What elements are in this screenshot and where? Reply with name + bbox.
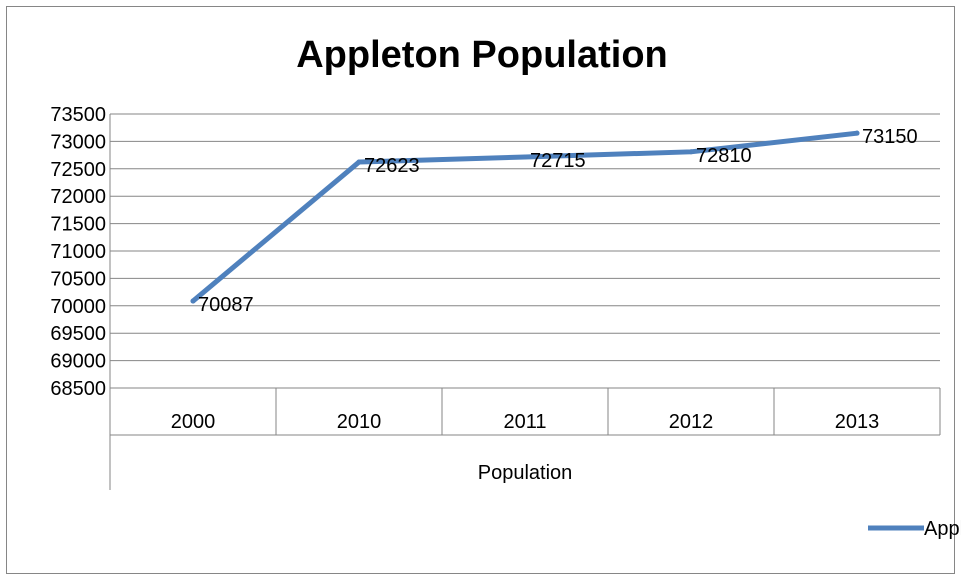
- data-label: 70087: [198, 294, 254, 316]
- data-label: 73150: [862, 126, 918, 148]
- y-tick-label: 70000: [50, 296, 106, 318]
- y-tick-label: 72500: [50, 159, 106, 181]
- data-point: [356, 159, 362, 165]
- y-tick-label: 71500: [50, 214, 106, 236]
- x-category-label: 2000: [171, 411, 216, 433]
- data-label: 72810: [696, 145, 752, 167]
- y-tick-label: 72000: [50, 186, 106, 208]
- x-category-label: 2011: [503, 411, 546, 433]
- data-point: [190, 298, 196, 304]
- data-label: 72623: [364, 155, 420, 177]
- x-category-label: 2010: [337, 411, 382, 433]
- y-tick-label: 73500: [50, 104, 106, 126]
- chart-title: Appleton Population: [296, 34, 668, 76]
- legend-label: Appleton Population: [924, 518, 961, 540]
- data-labels: 70087 72623 72715 72810 73150: [198, 126, 918, 316]
- x-axis-title: Population: [478, 462, 573, 484]
- y-tick-label: 73000: [50, 131, 106, 153]
- chart-border: [6, 6, 955, 574]
- y-axis-tick-labels: 73500 73000 72500 72000 71500 71000 70500 70000…: [50, 104, 106, 400]
- data-point: [522, 154, 528, 160]
- y-tick-label: 70500: [50, 268, 106, 290]
- x-axis-categories: 2000 2010 2011 2012 2013: [171, 411, 880, 433]
- y-tick-label: 71000: [50, 241, 106, 263]
- x-category-label: 2012: [669, 411, 714, 433]
- legend: Appleton Population: [868, 518, 961, 540]
- data-point: [854, 130, 860, 136]
- gridlines: [109, 113, 941, 490]
- x-category-label: 2013: [835, 411, 880, 433]
- y-tick-label: 69000: [50, 351, 106, 373]
- y-tick-label: 69500: [50, 323, 106, 345]
- data-point: [688, 149, 694, 155]
- y-tick-label: 68500: [50, 378, 106, 400]
- series-appleton-population: [190, 130, 860, 304]
- data-label: 72715: [530, 150, 586, 172]
